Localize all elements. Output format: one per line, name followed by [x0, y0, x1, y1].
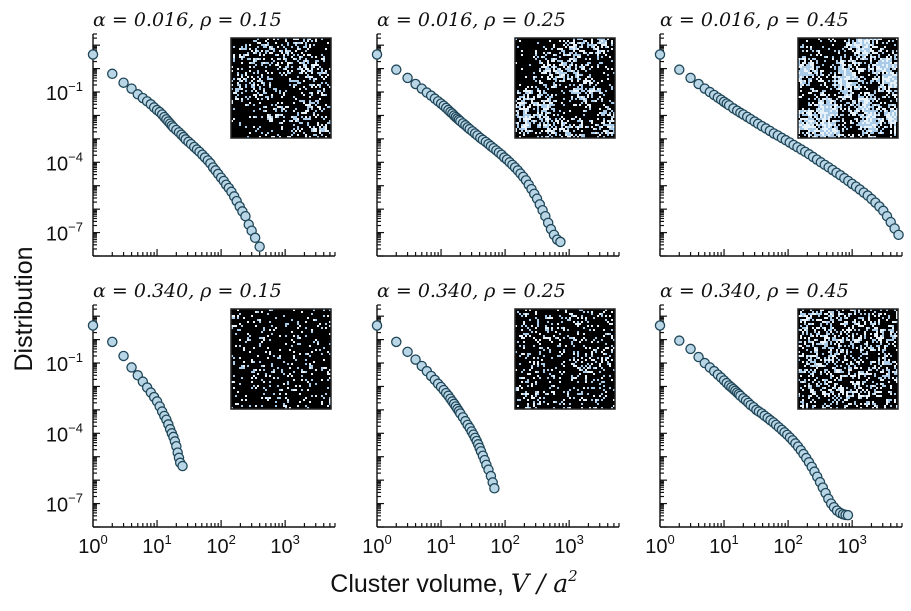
- x-tick-label: 102: [206, 532, 235, 558]
- x-axis-label-exp: 2: [567, 567, 578, 585]
- panel-5: α = 0.340, ρ = 0.25 100 101 102 103: [362, 280, 620, 558]
- data-point: [693, 351, 704, 363]
- data-point: [489, 483, 500, 494]
- data-series: [654, 320, 854, 521]
- data-point: [118, 77, 129, 88]
- y-axis-label: Distribution: [10, 246, 38, 371]
- x-tick-label: 103: [270, 532, 299, 558]
- data-point: [402, 346, 413, 358]
- panel-2: α = 0.016, ρ = 0.25: [371, 9, 620, 257]
- data-point: [674, 64, 685, 75]
- x-tick-label: 102: [490, 532, 519, 558]
- y-tick-label: 10−7: [46, 491, 83, 517]
- data-series: [371, 49, 566, 248]
- x-tick-label: 103: [837, 532, 866, 558]
- panel-title: α = 0.340, ρ = 0.45: [660, 280, 849, 302]
- data-series: [87, 49, 265, 252]
- y-tick-label: 10−4: [46, 149, 83, 175]
- panel-6: α = 0.340, ρ = 0.45 100 101 102 103: [645, 280, 903, 558]
- data-point: [685, 72, 696, 84]
- data-point: [842, 509, 854, 521]
- data-point: [371, 320, 383, 331]
- x-tick-label: 100: [645, 532, 674, 558]
- data-series: [371, 320, 500, 494]
- data-point: [893, 229, 904, 241]
- data-point: [674, 335, 685, 346]
- x-axis-label-math: V / a: [511, 569, 568, 598]
- y-tick-label: 10−1: [46, 79, 83, 105]
- panel-title: α = 0.016, ρ = 0.15: [93, 9, 282, 31]
- data-point: [391, 64, 402, 75]
- panel-1: α = 0.016, ρ = 0.15 10−1 10−4 10−7: [46, 9, 336, 257]
- data-point: [410, 354, 421, 365]
- panel-title: α = 0.340, ρ = 0.15: [93, 280, 282, 302]
- panel-3: α = 0.016, ρ = 0.45: [654, 9, 904, 257]
- inset-snapshot: [230, 308, 332, 410]
- inset-snapshot: [514, 308, 616, 410]
- data-point: [126, 362, 137, 373]
- x-tick-label: 100: [362, 532, 391, 558]
- panel-4: α = 0.340, ρ = 0.15 100 101 102 103 10−1 10−4 1…: [46, 280, 336, 558]
- x-tick-label: 101: [142, 532, 171, 558]
- x-tick-label: 101: [426, 532, 455, 558]
- data-point: [87, 49, 99, 60]
- y-tick-label: 10−7: [46, 220, 83, 246]
- data-point: [118, 350, 129, 362]
- x-tick-label: 102: [773, 532, 802, 558]
- data-point: [555, 236, 566, 248]
- data-series: [654, 49, 904, 241]
- data-point: [249, 232, 261, 244]
- panel-title: α = 0.016, ρ = 0.45: [660, 9, 849, 31]
- x-axis-label: Cluster volume, V / a2: [330, 567, 577, 598]
- inset-snapshot: [797, 308, 899, 410]
- panel-title: α = 0.016, ρ = 0.25: [377, 9, 566, 31]
- panel-title: α = 0.340, ρ = 0.25: [377, 280, 566, 302]
- data-point: [654, 320, 666, 331]
- inset-snapshot: [514, 37, 616, 139]
- data-point: [254, 241, 265, 252]
- data-point: [107, 68, 118, 80]
- data-point: [87, 320, 99, 331]
- inset-snapshot: [797, 37, 899, 139]
- x-axis-label-text: Cluster volume,: [330, 570, 511, 598]
- data-point: [371, 49, 383, 60]
- data-point: [402, 72, 413, 84]
- inset-snapshot: [230, 37, 332, 139]
- x-tick-label: 101: [709, 532, 738, 558]
- x-tick-label: 100: [78, 532, 107, 558]
- y-tick-label: 10−1: [46, 350, 83, 376]
- data-point: [391, 336, 402, 348]
- data-point: [177, 460, 188, 472]
- x-tick-label: 103: [554, 532, 583, 558]
- data-point: [654, 49, 666, 60]
- data-point: [685, 343, 696, 355]
- data-point: [107, 336, 118, 348]
- y-tick-label: 10−4: [46, 420, 83, 446]
- data-series: [87, 320, 188, 472]
